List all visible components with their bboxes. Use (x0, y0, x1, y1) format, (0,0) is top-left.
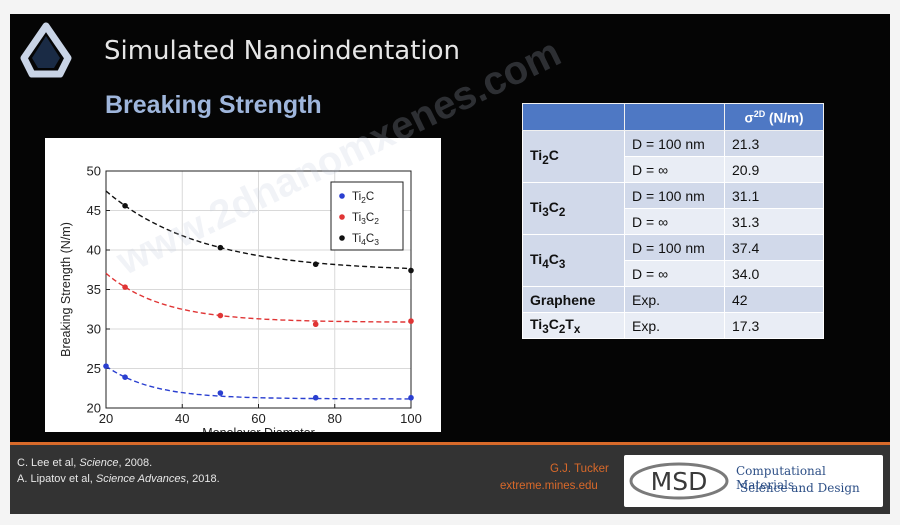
table-row: D = ∞ 20.9 (523, 156, 824, 183)
table-row: D = ∞ 34.0 (523, 260, 824, 287)
table-row: Ti3C2 D = 100 nm 31.1 (522, 182, 824, 235)
fit-curve (105, 365, 411, 400)
condition-cell: D = ∞ (624, 156, 725, 183)
data-point (312, 321, 319, 328)
condition-cell: D = 100 nm (624, 234, 725, 261)
slide-footer: C. Lee et al, Science, 2008. A. Lipatov … (10, 442, 890, 514)
value-cell: 21.3 (724, 130, 824, 157)
header-cell-material (522, 103, 625, 131)
data-point (217, 390, 224, 396)
x-tick-label: 60 (251, 411, 265, 426)
y-tick-label: 30 (87, 322, 101, 337)
y-tick-label: 25 (87, 361, 101, 376)
legend-label: Ti3C2 (352, 212, 379, 226)
slide-header: Simulated Nanoindentation (104, 36, 461, 66)
value-cell: 31.1 (724, 182, 824, 209)
condition-cell: Exp. (624, 312, 725, 339)
presentation-slide: Simulated Nanoindentation Breaking Stren… (10, 14, 890, 514)
table-row: Ti4C3 D = 100 nm 37.4 (522, 234, 824, 287)
x-tick-label: 80 (328, 411, 342, 426)
msd-logo: MSD (629, 462, 729, 500)
value-cell: 31.3 (724, 208, 824, 235)
legend-label: Ti4C3 (352, 233, 379, 247)
reference-2: A. Lipatov et al, Science Advances, 2018… (17, 473, 220, 485)
data-point (122, 202, 128, 209)
sigma-unit: (N/m) (765, 110, 804, 126)
value-cell: 17.3 (724, 312, 824, 339)
data-point (408, 394, 414, 401)
legend-label: Ti2C (352, 191, 374, 205)
data-point (408, 267, 414, 274)
legend-marker (339, 235, 345, 241)
value-cell: 34.0 (724, 260, 824, 287)
header-cell-sigma: σ2D (N/m) (724, 103, 824, 131)
material-cell: Ti4C3 (522, 234, 625, 287)
chart-svg: 20 40 60 80 100 20 25 30 35 40 45 50 Monolayer Diame… (59, 164, 422, 433)
condition-cell: D = ∞ (624, 208, 725, 235)
table-row: Graphene Exp. 42 (522, 286, 824, 313)
y-tick-label: 40 (87, 243, 101, 258)
data-point (312, 394, 319, 401)
strength-table: σ2D (N/m) Ti2C D = 100 nm 21.3 D = ∞ 20.… (522, 103, 824, 339)
legend-marker (339, 193, 345, 199)
author-website: extreme.mines.edu (500, 480, 598, 492)
header-cell-condition (624, 103, 725, 131)
y-tick-label: 35 (87, 282, 101, 297)
slide-title: Breaking Strength (105, 91, 322, 119)
y-tick-label: 45 (87, 203, 101, 218)
table-row: Ti2C D = 100 nm 21.3 (522, 130, 824, 183)
x-tick-label: 40 (175, 411, 189, 426)
sigma-superscript: 2D (753, 108, 766, 119)
references: C. Lee et al, Science, 2008. A. Lipatov … (17, 455, 220, 487)
legend-marker (339, 214, 345, 220)
school-logo (20, 22, 72, 78)
breaking-strength-chart: 20 40 60 80 100 20 25 30 35 40 45 50 Monolayer Diame… (45, 138, 441, 432)
condition-cell: D = 100 nm (624, 130, 725, 157)
data-point (103, 363, 109, 369)
fit-curve (105, 272, 411, 323)
x-tick-label: 100 (400, 411, 422, 426)
value-cell: 37.4 (724, 234, 824, 261)
material-cell: Ti2C (522, 130, 625, 183)
material-cell: Ti3C2 (522, 182, 625, 235)
x-tick-label: 20 (99, 411, 113, 426)
data-point (217, 244, 224, 251)
msd-banner: MSD Computational Materials Science and … (624, 455, 883, 507)
data-point (312, 261, 319, 268)
y-tick-label: 20 (87, 401, 101, 416)
value-cell: 20.9 (724, 156, 824, 183)
material-cell: Ti3C2Tx (522, 312, 625, 339)
reference-1: C. Lee et al, Science, 2008. (17, 457, 153, 469)
data-point (122, 374, 128, 380)
data-point (217, 312, 224, 319)
y-axis-label: Breaking Strength (N/m) (59, 222, 73, 357)
value-cell: 42 (724, 286, 824, 313)
data-point (408, 318, 414, 324)
condition-cell: D = 100 nm (624, 182, 725, 209)
msd-logo-text: MSD (651, 467, 708, 496)
condition-cell: D = ∞ (624, 260, 725, 287)
table-header-row: σ2D (N/m) (522, 103, 824, 131)
msd-name-line1: Computational Materials (736, 464, 826, 492)
msd-name-line2: Science and Design (740, 481, 860, 495)
condition-cell: Exp. (624, 286, 725, 313)
material-cell: Graphene (522, 286, 625, 313)
sigma-symbol: σ (744, 110, 754, 126)
author-name: G.J. Tucker (550, 463, 609, 475)
table-row: Ti3C2Tx Exp. 17.3 (522, 312, 824, 339)
x-axis-label: Monolayer Diameter (202, 426, 315, 432)
table-row: D = ∞ 31.3 (523, 208, 824, 235)
data-point (122, 284, 128, 290)
y-tick-label: 50 (87, 164, 101, 179)
